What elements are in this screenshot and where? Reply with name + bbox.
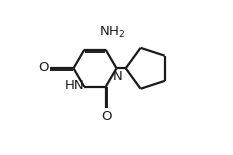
Text: NH$_2$: NH$_2$ — [99, 25, 125, 40]
Text: HN: HN — [65, 80, 84, 92]
Text: O: O — [101, 110, 112, 123]
Text: N: N — [112, 70, 122, 83]
Text: O: O — [38, 61, 49, 74]
